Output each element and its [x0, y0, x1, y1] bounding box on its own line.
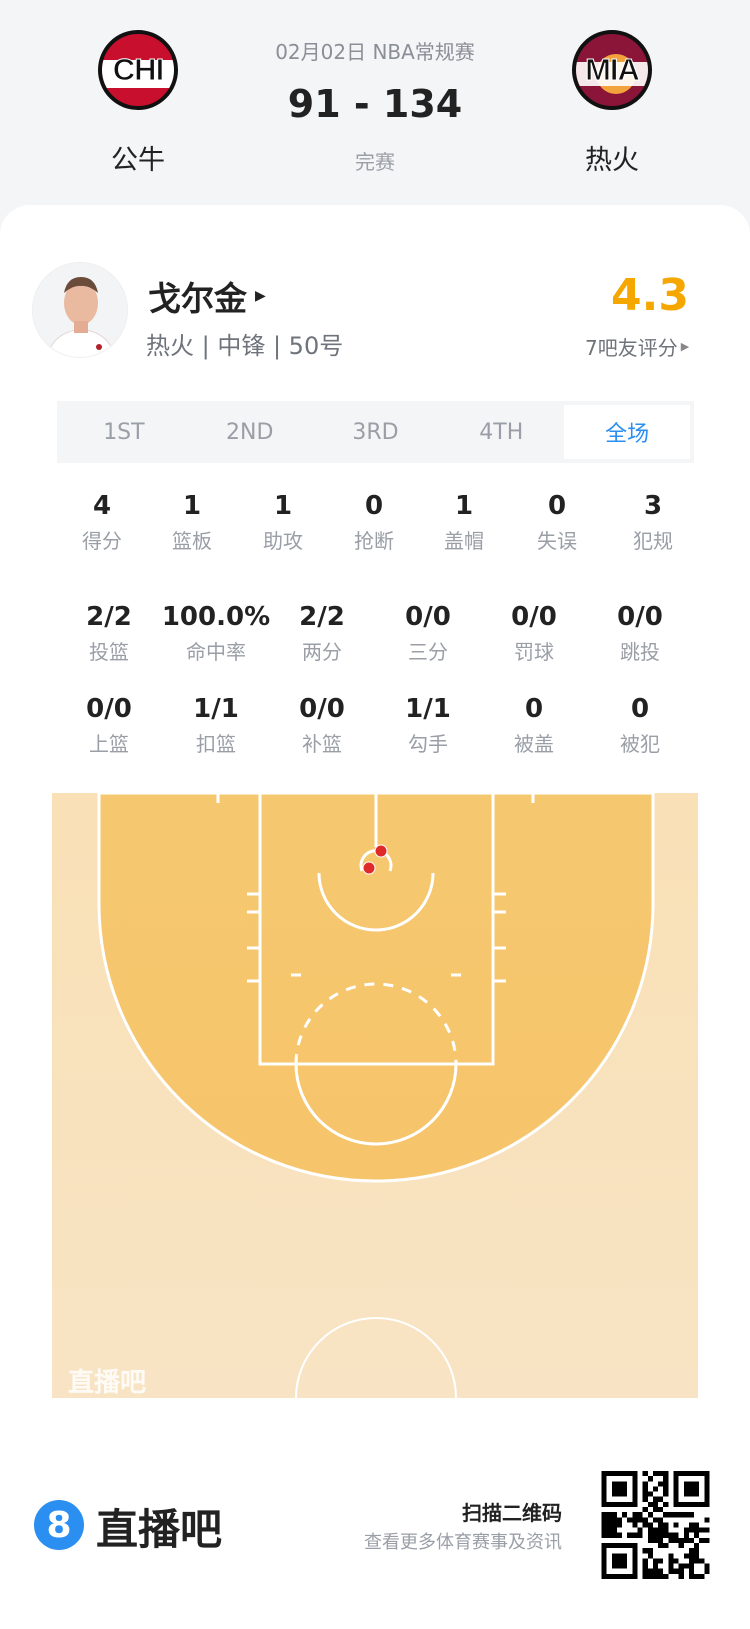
stat-value: 0 — [364, 491, 384, 521]
stat-label: 被盖 — [514, 732, 554, 756]
stat-item: 1/1 勾手 — [373, 694, 483, 757]
shot-chart-court: 直播吧 — [52, 793, 698, 1398]
stat-label: 被犯 — [620, 732, 660, 756]
stat-item: 0/0 三分 — [373, 602, 483, 665]
stat-value: 0/0 — [86, 694, 132, 724]
home-team-name: 公牛 — [111, 145, 165, 176]
away-team-name: 热火 — [585, 145, 639, 176]
stat-label: 补篮 — [302, 732, 342, 756]
stat-label: 篮板 — [172, 529, 212, 553]
stat-label: 盖帽 — [444, 529, 484, 553]
mia-team-logo[interactable]: MIA — [572, 30, 652, 110]
shot-made-marker — [362, 861, 376, 875]
shot-made-marker — [374, 844, 388, 858]
stat-value: 0/0 — [405, 602, 451, 632]
stat-item: 0 失误 — [502, 491, 612, 554]
caret-right-icon: ▶ — [255, 288, 266, 304]
brand-logo-icon: 8 — [34, 1500, 84, 1550]
stat-item: 0 被犯 — [585, 694, 695, 757]
stat-item: 3 犯规 — [598, 491, 708, 554]
tab-4th[interactable]: 4TH — [479, 419, 524, 445]
player-rating: 4.3 — [611, 270, 689, 321]
stat-value: 3 — [643, 491, 663, 521]
brand-name: 直播吧 — [96, 1505, 223, 1554]
rating-label: 7吧友评分 — [585, 336, 678, 360]
stat-value: 2/2 — [86, 602, 132, 632]
stat-label: 抢断 — [354, 529, 394, 553]
stat-value: 0/0 — [299, 694, 345, 724]
period-tabs: 1ST 2ND 3RD 4TH 全场 — [57, 401, 694, 463]
stat-value: 1/1 — [405, 694, 451, 724]
stat-value: 1/1 — [193, 694, 239, 724]
player-avatar[interactable] — [32, 262, 128, 358]
lane-hash-marks — [216, 793, 535, 983]
stat-item: 0 抢断 — [319, 491, 429, 554]
stat-item: 0/0 上篮 — [54, 694, 164, 757]
stat-item: 0/0 跳投 — [585, 602, 695, 665]
qr-title: 扫描二维码 — [462, 1501, 562, 1525]
stat-item: 100.0% 命中率 — [161, 602, 271, 665]
player-info: 热火 | 中锋 | 50号 — [146, 332, 344, 360]
court-watermark: 直播吧 — [68, 1368, 146, 1398]
stat-item: 0/0 罚球 — [479, 602, 589, 665]
match-status: 完赛 — [355, 150, 395, 174]
paint-lane — [258, 793, 495, 1066]
tab-3rd[interactable]: 3RD — [352, 419, 399, 445]
player-name-link[interactable]: 戈尔金 ▶ — [148, 272, 266, 320]
stat-value: 0 — [524, 694, 544, 724]
tab-full-game[interactable]: 全场 — [564, 405, 690, 459]
stat-value: 0/0 — [511, 602, 557, 632]
stat-label: 助攻 — [263, 529, 303, 553]
player-name: 戈尔金 — [148, 279, 247, 318]
match-date-league: 02月02日 NBA常规赛 — [275, 40, 475, 64]
stat-label: 命中率 — [186, 640, 246, 664]
stat-value: 1 — [454, 491, 474, 521]
stat-value: 0 — [547, 491, 567, 521]
stat-item: 1 盖帽 — [409, 491, 519, 554]
restricted-area-arc — [317, 872, 435, 932]
stat-label: 勾手 — [408, 732, 448, 756]
stat-value: 0 — [630, 694, 650, 724]
stat-label: 三分 — [408, 640, 448, 664]
stat-item: 4 得分 — [47, 491, 157, 554]
stat-item: 2/2 投篮 — [54, 602, 164, 665]
stat-value: 1 — [182, 491, 202, 521]
match-score: 91 - 134 — [287, 82, 463, 126]
stat-value: 0/0 — [617, 602, 663, 632]
stat-item: 1 篮板 — [137, 491, 247, 554]
caret-right-icon: ▶ — [680, 340, 690, 353]
stat-value: 1 — [273, 491, 293, 521]
stat-label: 罚球 — [514, 640, 554, 664]
stat-label: 跳投 — [620, 640, 660, 664]
stat-label: 扣篮 — [196, 732, 236, 756]
qr-code[interactable] — [600, 1471, 711, 1579]
stat-value: 100.0% — [161, 602, 271, 632]
chi-team-logo[interactable]: CHI — [98, 30, 178, 110]
three-point-line — [97, 793, 655, 1183]
stat-item: 0 被盖 — [479, 694, 589, 757]
tab-1st[interactable]: 1ST — [103, 419, 145, 445]
stat-item: 1/1 扣篮 — [161, 694, 271, 757]
stat-label: 失误 — [537, 529, 577, 553]
stat-label: 犯规 — [633, 529, 673, 553]
stat-item: 2/2 两分 — [267, 602, 377, 665]
stat-label: 两分 — [302, 640, 342, 664]
rating-link[interactable]: 7吧友评分 ▶ — [585, 332, 689, 361]
stat-label: 得分 — [82, 529, 122, 553]
tab-2nd[interactable]: 2ND — [225, 419, 274, 445]
qr-subtitle: 查看更多体育赛事及资讯 — [364, 1532, 562, 1553]
stat-label: 投篮 — [89, 640, 129, 664]
stat-value: 4 — [92, 491, 112, 521]
stat-label: 上篮 — [89, 732, 129, 756]
stat-item: 1 助攻 — [228, 491, 338, 554]
stat-value: 2/2 — [299, 602, 345, 632]
free-throw-circle-upper — [294, 982, 458, 1065]
free-throw-circle-lower — [294, 1063, 458, 1146]
stat-item: 0/0 补篮 — [267, 694, 377, 757]
center-circle — [295, 1317, 457, 1398]
